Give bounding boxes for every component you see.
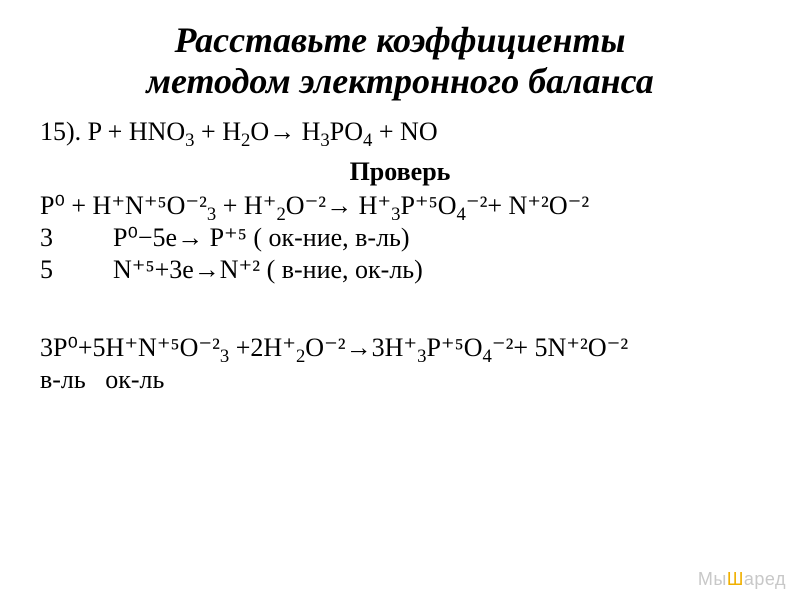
check-label: Проверь xyxy=(40,157,760,187)
balance-mult-2: 5 xyxy=(40,255,53,284)
balance-row-2: 5 N⁺⁵+3e→N⁺² ( в-ние, ок-ль) xyxy=(40,255,760,285)
oxidation-state-line: P⁰ + H⁺N⁺⁵O⁻²3 + H⁺2O⁻²→ H⁺3P⁺⁵O4⁻²+ N⁺²… xyxy=(40,191,760,221)
balance-half-2: N⁺⁵+3e→N⁺² ( в-ние, ок-ль) xyxy=(113,255,423,284)
footer-pre: Мы xyxy=(698,569,727,589)
title-line-2: методом электронного баланса xyxy=(146,61,653,101)
footer-watermark: МыШаред xyxy=(698,569,786,590)
balance-row-1: 3 P⁰−5e→ P⁺⁵ ( ок-ние, в-ль) xyxy=(40,223,760,253)
title-line-1: Расставьте коэффициенты xyxy=(174,20,625,60)
equation-number: 15). xyxy=(40,117,88,146)
balance-mult-1: 3 xyxy=(40,223,53,252)
final-equation: 3P⁰+5H⁺N⁺⁵O⁻²3 +2H⁺2O⁻²→3H⁺3P⁺⁵O4⁻²+ 5N⁺… xyxy=(40,333,760,363)
roles-line: в-ль ок-ль xyxy=(40,365,760,395)
equation-formula: P + HNO3 + H2O→ H3PO4 + NO xyxy=(88,117,438,146)
footer-post: аред xyxy=(744,569,786,589)
main-equation: 15). P + HNO3 + H2O→ H3PO4 + NO xyxy=(40,117,760,147)
footer-accent: Ш xyxy=(727,569,744,589)
slide-root: Расставьте коэффициенты методом электрон… xyxy=(0,0,800,600)
slide-title: Расставьте коэффициенты методом электрон… xyxy=(40,20,760,103)
balance-half-1: P⁰−5e→ P⁺⁵ ( ок-ние, в-ль) xyxy=(113,223,410,252)
